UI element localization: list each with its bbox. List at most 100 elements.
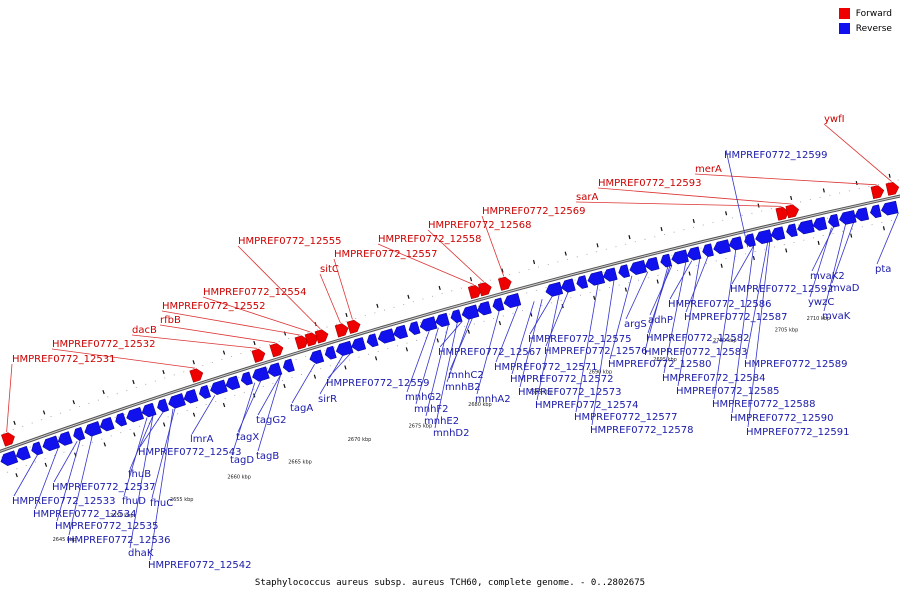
forward-gene-label[interactable]: HMPREF0772_12568 xyxy=(428,220,531,231)
forward-gene-label[interactable]: HMPREF0772_12555 xyxy=(238,236,341,247)
reverse-gene-arrow[interactable] xyxy=(15,445,31,461)
forward-gene-label[interactable]: HMPREF0772_12558 xyxy=(378,234,481,245)
reverse-gene-label[interactable]: fhuB xyxy=(128,469,151,480)
reverse-gene-arrow[interactable] xyxy=(576,275,589,289)
reverse-gene-label[interactable]: tagX xyxy=(236,432,259,443)
reverse-gene-arrow[interactable] xyxy=(240,371,253,386)
reverse-gene-label[interactable]: HMPREF0772_12592 xyxy=(730,284,833,295)
reverse-gene-arrow[interactable] xyxy=(629,259,648,275)
reverse-gene-label[interactable]: pta xyxy=(875,264,891,275)
reverse-gene-arrow[interactable] xyxy=(786,223,798,238)
reverse-gene-label[interactable]: HMPREF0772_12574 xyxy=(535,400,638,411)
reverse-gene-label[interactable]: sirR xyxy=(318,394,337,405)
forward-gene-arrow[interactable] xyxy=(251,348,266,363)
reverse-gene-label[interactable]: HMPREF0772_12588 xyxy=(712,399,815,410)
forward-gene-arrow[interactable] xyxy=(785,204,800,219)
reverse-gene-arrow[interactable] xyxy=(199,384,212,399)
reverse-gene-arrow[interactable] xyxy=(587,270,606,286)
reverse-gene-label[interactable]: HMPREF0772_12534 xyxy=(33,509,136,520)
forward-gene-label[interactable]: HMPREF0772_12531 xyxy=(12,354,115,365)
forward-gene-label[interactable]: dacB xyxy=(132,325,157,336)
reverse-gene-label[interactable]: HMPREF0772_12576 xyxy=(544,346,647,357)
reverse-gene-arrow[interactable] xyxy=(450,309,463,323)
reverse-gene-arrow[interactable] xyxy=(183,388,199,404)
reverse-gene-arrow[interactable] xyxy=(686,246,702,261)
reverse-gene-arrow[interactable] xyxy=(335,340,354,356)
forward-gene-arrow[interactable] xyxy=(870,185,885,200)
reverse-gene-label[interactable]: tagD xyxy=(230,455,254,466)
reverse-gene-arrow[interactable] xyxy=(99,416,115,432)
forward-gene-label[interactable]: HMPREF0772_12593 xyxy=(598,178,701,189)
reverse-gene-arrow[interactable] xyxy=(267,362,283,377)
reverse-gene-label[interactable]: HMPREF0772_12537 xyxy=(52,482,155,493)
reverse-gene-label[interactable]: HMPREF0772_12571 xyxy=(494,362,597,373)
reverse-gene-label[interactable]: mnhB2 xyxy=(445,382,481,393)
reverse-gene-label[interactable]: HMPREF0772_12577 xyxy=(574,412,677,423)
reverse-gene-arrow[interactable] xyxy=(770,226,786,241)
reverse-gene-arrow[interactable] xyxy=(73,426,86,441)
reverse-gene-label[interactable]: HMPREF0772_12543 xyxy=(138,447,241,458)
forward-gene-arrow[interactable] xyxy=(477,282,492,297)
reverse-gene-arrow[interactable] xyxy=(461,304,480,320)
forward-gene-arrow[interactable] xyxy=(346,319,361,334)
reverse-gene-label[interactable]: HMPREF0772_12580 xyxy=(608,359,711,370)
reverse-gene-label[interactable]: tagG2 xyxy=(256,415,287,426)
reverse-gene-arrow[interactable] xyxy=(602,267,618,282)
reverse-gene-label[interactable]: mnhC2 xyxy=(448,370,484,381)
forward-gene-arrow[interactable] xyxy=(885,182,900,196)
reverse-gene-arrow[interactable] xyxy=(812,216,828,231)
reverse-gene-arrow[interactable] xyxy=(545,281,564,297)
reverse-gene-label[interactable]: HMPREF0772_12559 xyxy=(326,378,429,389)
reverse-gene-arrow[interactable] xyxy=(870,204,882,219)
reverse-gene-arrow[interactable] xyxy=(797,219,815,235)
reverse-gene-arrow[interactable] xyxy=(84,421,103,437)
reverse-gene-arrow[interactable] xyxy=(282,358,295,373)
reverse-gene-arrow[interactable] xyxy=(252,366,270,382)
reverse-gene-arrow[interactable] xyxy=(713,239,731,255)
reverse-gene-arrow[interactable] xyxy=(377,328,396,344)
reverse-gene-arrow[interactable] xyxy=(854,207,870,222)
forward-gene-label[interactable]: HMPREF0772_12554 xyxy=(203,287,306,298)
forward-gene-label[interactable]: ywfI xyxy=(824,114,845,125)
reverse-gene-label[interactable]: HMPREF0772_12572 xyxy=(510,374,613,385)
reverse-gene-label[interactable]: tagB xyxy=(256,451,279,462)
reverse-gene-label[interactable]: mnhG2 xyxy=(405,392,442,403)
reverse-gene-arrow[interactable] xyxy=(31,441,44,456)
forward-gene-arrow[interactable] xyxy=(189,368,204,383)
forward-gene-label[interactable]: merA xyxy=(695,164,722,175)
reverse-gene-label[interactable]: argS xyxy=(624,319,647,330)
reverse-gene-label[interactable]: HMPREF0772_12535 xyxy=(55,521,158,532)
reverse-gene-arrow[interactable] xyxy=(0,450,19,466)
forward-gene-arrow[interactable] xyxy=(294,335,309,350)
forward-gene-arrow[interactable] xyxy=(334,323,349,338)
forward-gene-arrow[interactable] xyxy=(269,343,284,358)
reverse-gene-arrow[interactable] xyxy=(115,412,128,427)
reverse-gene-arrow[interactable] xyxy=(225,375,241,391)
reverse-gene-label[interactable]: HMPREF0772_12542 xyxy=(148,560,251,571)
reverse-gene-arrow[interactable] xyxy=(126,406,145,423)
forward-gene-label[interactable]: HMPREF0772_12569 xyxy=(482,206,585,217)
reverse-gene-arrow[interactable] xyxy=(503,292,522,309)
reverse-gene-arrow[interactable] xyxy=(351,337,367,352)
forward-gene-label[interactable]: rfbB xyxy=(160,315,181,326)
forward-gene-arrow[interactable] xyxy=(467,285,482,300)
reverse-gene-arrow[interactable] xyxy=(157,398,170,413)
reverse-gene-arrow[interactable] xyxy=(408,321,421,335)
reverse-gene-arrow[interactable] xyxy=(492,297,505,312)
reverse-gene-arrow[interactable] xyxy=(618,264,631,278)
reverse-gene-arrow[interactable] xyxy=(660,253,673,268)
forward-gene-arrow[interactable] xyxy=(314,329,329,344)
reverse-gene-arrow[interactable] xyxy=(755,229,773,245)
reverse-gene-arrow[interactable] xyxy=(744,233,756,247)
reverse-gene-arrow[interactable] xyxy=(366,333,379,348)
reverse-gene-label[interactable]: HMPREF0772_12591 xyxy=(746,427,849,438)
reverse-gene-label[interactable]: HMPREF0772_12583 xyxy=(644,347,747,358)
forward-gene-label[interactable]: HMPREF0772_12557 xyxy=(334,249,437,260)
reverse-gene-label[interactable]: HMPREF0772_12578 xyxy=(590,425,693,436)
reverse-gene-label[interactable]: mvaK xyxy=(822,311,851,322)
reverse-gene-label[interactable]: HMPREF0772_12585 xyxy=(676,386,779,397)
reverse-gene-label[interactable]: mnhE2 xyxy=(424,416,459,427)
reverse-gene-arrow[interactable] xyxy=(702,243,714,258)
reverse-gene-arrow[interactable] xyxy=(324,345,337,360)
forward-gene-arrow[interactable] xyxy=(0,432,15,447)
